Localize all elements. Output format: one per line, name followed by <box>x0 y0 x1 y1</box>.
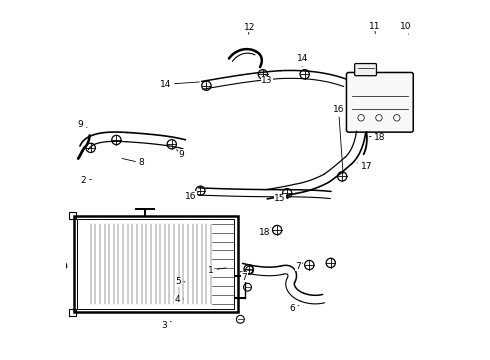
Text: 2: 2 <box>81 176 92 185</box>
Bar <box>69 309 76 316</box>
Text: 12: 12 <box>244 23 255 34</box>
Circle shape <box>244 283 251 291</box>
Text: 7: 7 <box>242 273 249 282</box>
Circle shape <box>245 266 253 274</box>
Text: 13: 13 <box>261 74 273 85</box>
Text: 14: 14 <box>160 80 199 89</box>
Text: 9: 9 <box>78 121 87 130</box>
Text: 18: 18 <box>259 228 270 237</box>
Text: 16: 16 <box>333 105 344 174</box>
Circle shape <box>59 262 67 270</box>
Text: 7: 7 <box>295 262 303 271</box>
FancyBboxPatch shape <box>355 64 376 76</box>
Text: 17: 17 <box>358 162 372 171</box>
Text: 11: 11 <box>368 22 380 33</box>
Bar <box>69 212 76 219</box>
FancyBboxPatch shape <box>346 72 413 132</box>
Circle shape <box>237 315 245 323</box>
Text: 9: 9 <box>176 150 184 159</box>
Text: 5: 5 <box>175 277 185 286</box>
Text: 18: 18 <box>369 133 386 142</box>
Text: 8: 8 <box>122 158 144 167</box>
Text: 3: 3 <box>162 320 171 329</box>
Text: 16: 16 <box>185 192 199 201</box>
Text: 10: 10 <box>400 22 412 34</box>
Bar <box>77 219 234 309</box>
Text: 1: 1 <box>208 266 226 275</box>
Text: 14: 14 <box>296 54 308 67</box>
Text: 15: 15 <box>274 194 288 203</box>
Bar <box>74 216 238 312</box>
Text: 6: 6 <box>289 304 299 313</box>
Text: 4: 4 <box>174 295 183 304</box>
